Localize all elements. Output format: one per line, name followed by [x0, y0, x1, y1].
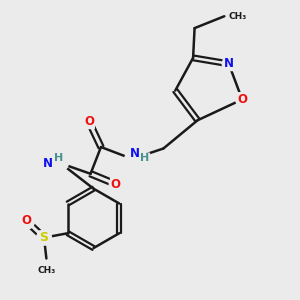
Text: CH₃: CH₃	[37, 266, 56, 275]
Text: O: O	[237, 93, 247, 106]
Text: N: N	[224, 57, 234, 70]
Circle shape	[37, 230, 51, 245]
Text: O: O	[84, 115, 94, 128]
Text: N: N	[130, 147, 140, 160]
Circle shape	[82, 115, 96, 128]
Text: S: S	[40, 231, 49, 244]
Text: O: O	[111, 178, 121, 191]
Text: CH₃: CH₃	[229, 12, 247, 21]
Circle shape	[222, 57, 235, 70]
Text: N: N	[43, 157, 53, 170]
Circle shape	[53, 156, 68, 171]
Text: H: H	[140, 153, 149, 163]
Circle shape	[236, 93, 249, 106]
Circle shape	[21, 216, 34, 229]
Circle shape	[109, 178, 122, 191]
Text: H: H	[54, 153, 63, 163]
Text: O: O	[21, 214, 31, 227]
Circle shape	[125, 152, 140, 166]
